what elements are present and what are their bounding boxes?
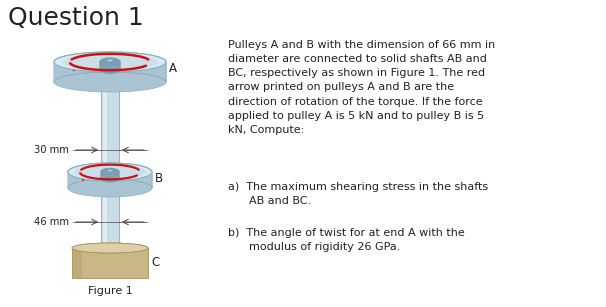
- Ellipse shape: [100, 66, 120, 74]
- Ellipse shape: [101, 176, 119, 182]
- Polygon shape: [54, 52, 166, 82]
- Polygon shape: [101, 169, 119, 179]
- Bar: [103, 72, 107, 253]
- Ellipse shape: [68, 179, 152, 197]
- Polygon shape: [100, 58, 120, 70]
- Ellipse shape: [62, 53, 158, 71]
- Text: 30 mm: 30 mm: [34, 145, 69, 155]
- Ellipse shape: [100, 58, 120, 66]
- Text: Figure 1: Figure 1: [88, 286, 132, 296]
- Ellipse shape: [54, 52, 166, 72]
- Ellipse shape: [108, 170, 112, 171]
- Ellipse shape: [54, 72, 166, 92]
- Text: B: B: [155, 172, 163, 185]
- Ellipse shape: [68, 163, 152, 181]
- Text: A: A: [169, 61, 177, 75]
- Polygon shape: [68, 163, 152, 188]
- Bar: [101, 72, 119, 253]
- Bar: [72, 248, 82, 278]
- Ellipse shape: [72, 243, 148, 253]
- Bar: [72, 248, 148, 278]
- Text: Pulleys A and B with the dimension of 66 mm in
diameter are connected to solid s: Pulleys A and B with the dimension of 66…: [228, 40, 495, 135]
- Text: Question 1: Question 1: [8, 6, 144, 30]
- Ellipse shape: [107, 60, 113, 61]
- Ellipse shape: [72, 243, 148, 253]
- Ellipse shape: [75, 164, 145, 180]
- Text: a)  The maximum shearing stress in the shafts
      AB and BC.: a) The maximum shearing stress in the sh…: [228, 182, 488, 206]
- Text: 46 mm: 46 mm: [34, 217, 69, 227]
- Ellipse shape: [101, 169, 119, 176]
- Text: C: C: [151, 257, 159, 270]
- Text: b)  The angle of twist for at end A with the
      modulus of rigidity 26 GPa.: b) The angle of twist for at end A with …: [228, 228, 465, 252]
